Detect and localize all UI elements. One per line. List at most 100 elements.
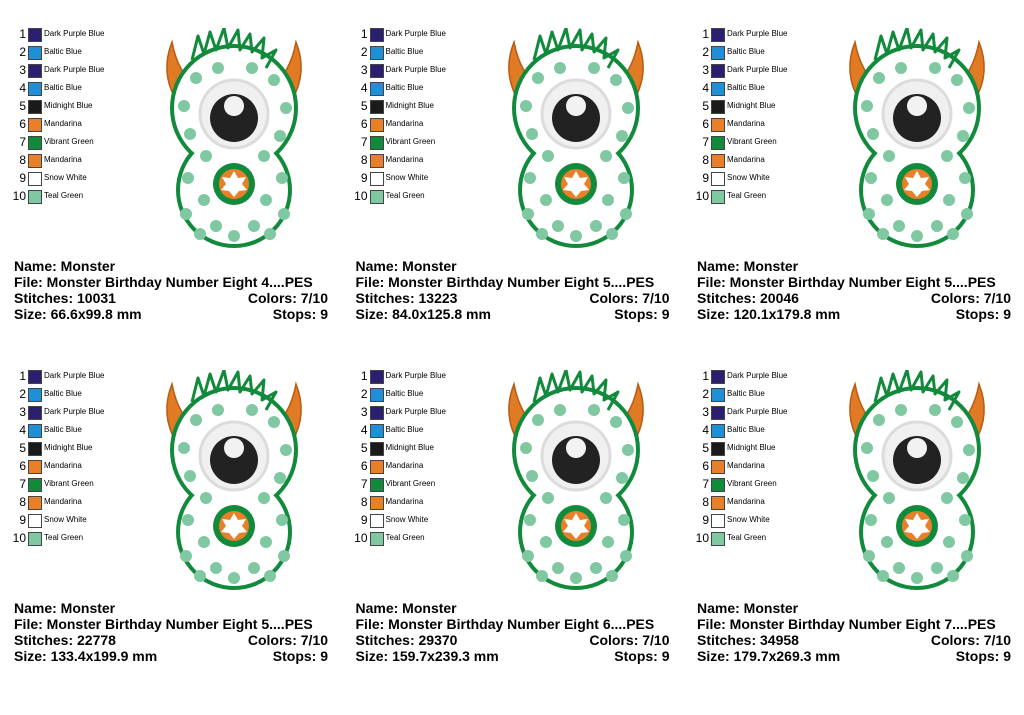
thread-swatch <box>28 478 42 492</box>
thread-number: 2 <box>19 45 26 59</box>
thread-swatch <box>369 100 384 114</box>
thread-name: Vibrant Green <box>44 479 94 488</box>
info-stitches: Stitches: 10031 <box>14 290 116 306</box>
thread-number: 1 <box>702 27 709 41</box>
thread-name: Dark Purple Blue <box>727 65 788 74</box>
thread-name: Mandarina <box>727 461 765 470</box>
thread-name: Snow White <box>727 515 770 524</box>
info-stops: Stops: 9 <box>272 306 328 322</box>
thread-name: Snow White <box>385 173 429 182</box>
thread-name: Midnight Blue <box>385 101 434 110</box>
thread-name: Dark Purple Blue <box>44 29 105 38</box>
thread-number: 1 <box>19 369 26 383</box>
thread-number: 10 <box>354 189 368 203</box>
thread-number: 9 <box>19 171 26 185</box>
thread-swatch <box>28 118 42 132</box>
thread-swatch <box>28 496 42 510</box>
thread-number: 9 <box>19 513 26 527</box>
thread-number: 2 <box>360 387 368 401</box>
thread-swatch <box>369 406 384 420</box>
thread-number: 3 <box>360 405 368 419</box>
thread-swatch <box>28 388 42 402</box>
info-colors: Colors: 7/10 <box>930 290 1011 306</box>
thread-name: Baltic Blue <box>385 389 424 398</box>
thread-swatch <box>711 460 725 474</box>
thread-name: Dark Purple Blue <box>727 371 788 380</box>
thread-number: 8 <box>19 153 26 167</box>
thread-name: Mandarina <box>385 497 424 506</box>
thread-number: 3 <box>360 63 368 77</box>
thread-swatch <box>711 370 725 384</box>
thread-name: Midnight Blue <box>727 101 776 110</box>
thread-name: Snow White <box>44 515 87 524</box>
thread-swatch <box>28 532 42 546</box>
thread-name: Teal Green <box>727 533 767 542</box>
design-panel: 1 Dark Purple Blue 2 Baltic Blue 3 Dark Purpl… <box>13 0 334 330</box>
thread-name: Midnight Blue <box>385 443 434 452</box>
thread-name: Mandarina <box>44 119 82 128</box>
thread-number: 6 <box>702 117 709 131</box>
thread-number: 6 <box>19 459 26 473</box>
thread-swatch <box>28 82 42 96</box>
info-file: File: Monster Birthday Number Eight 7...… <box>697 616 996 632</box>
info-name: Name: Monster <box>14 600 116 616</box>
thread-number: 4 <box>19 423 26 437</box>
design-panel: 1 Dark Purple Blue 2 Baltic Blue 3 Dark Purpl… <box>13 342 334 672</box>
thread-swatch <box>369 370 384 384</box>
thread-swatch <box>369 442 384 456</box>
design-panel: 1 Dark Purple Blue 2 Baltic Blue 3 Dark Purpl… <box>354 342 676 672</box>
thread-swatch <box>369 82 384 96</box>
thread-number: 10 <box>12 531 26 545</box>
thread-swatch <box>711 82 725 96</box>
info-colors: Colors: 7/10 <box>589 290 670 306</box>
thread-swatch <box>711 118 725 132</box>
thread-number: 10 <box>695 189 709 203</box>
info-file: File: Monster Birthday Number Eight 5...… <box>697 274 996 290</box>
thread-swatch <box>711 532 725 546</box>
thread-name: Teal Green <box>385 191 425 200</box>
info-file: File: Monster Birthday Number Eight 6...… <box>355 616 655 632</box>
design-preview <box>837 28 997 250</box>
thread-swatch <box>711 172 725 186</box>
design-panel: 1 Dark Purple Blue 2 Baltic Blue 3 Dark Purpl… <box>696 342 1017 672</box>
thread-number: 10 <box>695 531 709 545</box>
thread-number: 4 <box>19 81 26 95</box>
thread-name: Teal Green <box>44 533 84 542</box>
thread-swatch <box>28 460 42 474</box>
info-size: Size: 84.0x125.8 mm <box>355 306 491 322</box>
thread-name: Dark Purple Blue <box>727 29 788 38</box>
thread-name: Dark Purple Blue <box>385 65 446 74</box>
info-stitches: Stitches: 13223 <box>355 290 458 306</box>
info-name: Name: Monster <box>355 600 457 616</box>
thread-swatch <box>369 514 384 528</box>
thread-name: Mandarina <box>727 155 765 164</box>
design-panel: 1 Dark Purple Blue 2 Baltic Blue 3 Dark Purpl… <box>354 0 676 330</box>
thread-number: 5 <box>702 441 709 455</box>
thread-number: 8 <box>19 495 26 509</box>
info-file: File: Monster Birthday Number Eight 5...… <box>14 616 313 632</box>
thread-name: Dark Purple Blue <box>385 407 446 416</box>
thread-number: 9 <box>702 513 709 527</box>
thread-swatch <box>711 100 725 114</box>
thread-swatch <box>711 154 725 168</box>
thread-number: 9 <box>360 171 368 185</box>
thread-name: Baltic Blue <box>727 425 765 434</box>
thread-swatch <box>369 64 384 78</box>
thread-swatch <box>28 190 42 204</box>
thread-swatch <box>369 154 384 168</box>
thread-number: 10 <box>12 189 26 203</box>
thread-name: Vibrant Green <box>727 137 777 146</box>
thread-number: 6 <box>702 459 709 473</box>
thread-name: Baltic Blue <box>385 425 424 434</box>
thread-swatch <box>711 478 725 492</box>
thread-number: 7 <box>19 477 26 491</box>
thread-swatch <box>711 28 725 42</box>
info-stitches: Stitches: 34958 <box>697 632 799 648</box>
thread-number: 5 <box>19 441 26 455</box>
thread-name: Vibrant Green <box>385 137 436 146</box>
thread-number: 6 <box>360 459 368 473</box>
thread-name: Mandarina <box>44 497 82 506</box>
design-preview <box>837 370 997 592</box>
thread-name: Dark Purple Blue <box>44 65 105 74</box>
thread-swatch <box>28 28 42 42</box>
